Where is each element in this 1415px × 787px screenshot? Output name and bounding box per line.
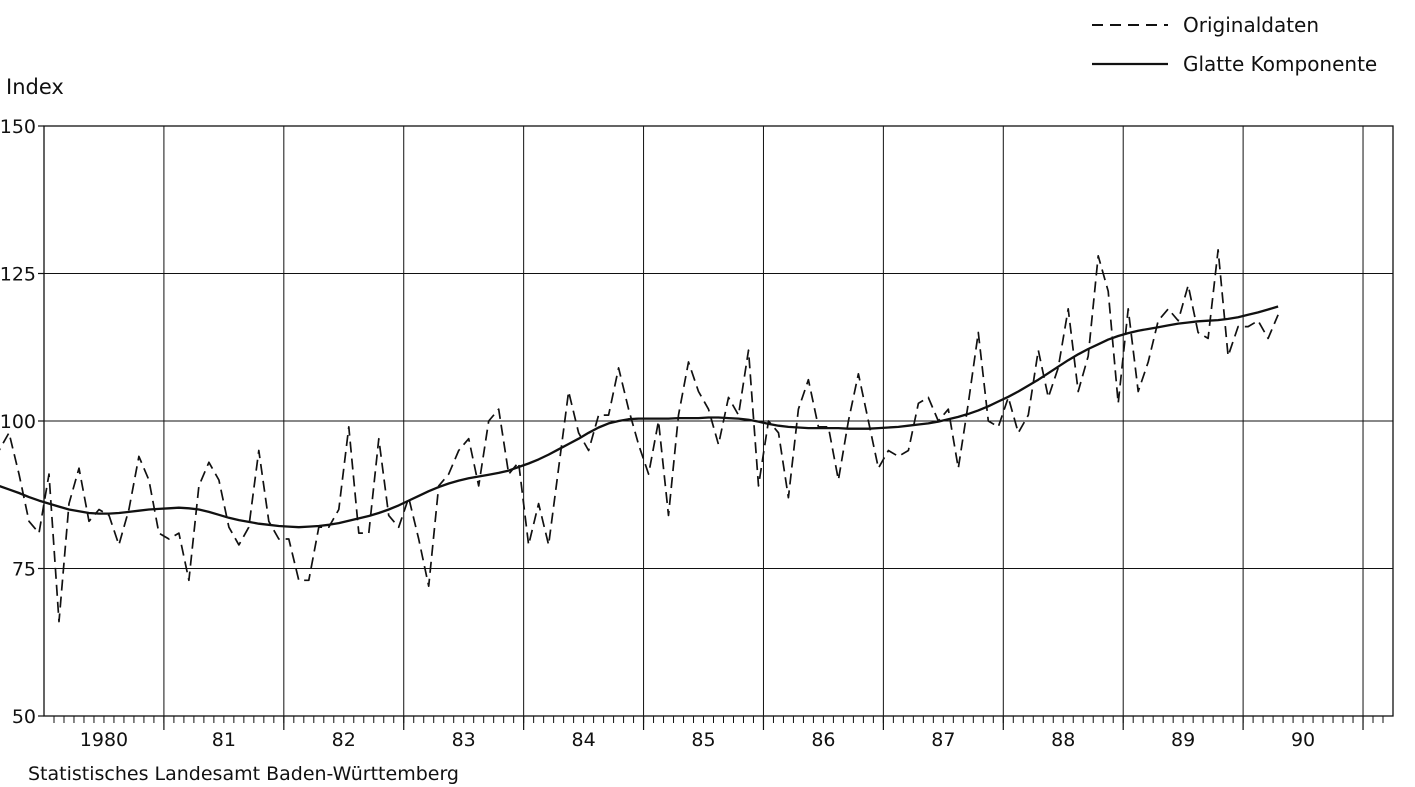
- series-line-originaldaten: [0, 249, 1279, 623]
- x-tick-label: 85: [691, 729, 715, 751]
- x-tick-label: 1980: [80, 729, 128, 751]
- x-axis: 1980 81 82 83 84 85 86 87 88 89 90: [53, 716, 1384, 751]
- y-axis-label: Index: [6, 75, 64, 99]
- series-line-glatte-komponente: [0, 305, 1279, 529]
- x-tick-label: 83: [452, 729, 476, 751]
- x-tick-label: 86: [811, 729, 835, 751]
- x-tick-label: 84: [572, 729, 596, 751]
- source-footer: Statistisches Landesamt Baden-Württember…: [28, 763, 459, 785]
- legend: Originaldaten Glatte Komponente: [1092, 13, 1377, 76]
- grid-lines: [44, 126, 1393, 716]
- series-lines: [0, 249, 1279, 623]
- x-tick-label: 89: [1171, 729, 1195, 751]
- x-tick-label: 90: [1291, 729, 1315, 751]
- legend-label-glatte-komponente: Glatte Komponente: [1183, 52, 1377, 76]
- y-tick-label: 100: [0, 411, 36, 433]
- x-tick-label: 82: [332, 729, 356, 751]
- y-tick-label: 50: [12, 706, 36, 728]
- x-tick-label: 88: [1051, 729, 1075, 751]
- x-tick-label: 87: [931, 729, 955, 751]
- x-tick-label: 81: [212, 729, 236, 751]
- y-tick-label: 75: [12, 559, 36, 581]
- y-tick-label: 125: [0, 264, 36, 286]
- legend-label-originaldaten: Originaldaten: [1183, 13, 1319, 37]
- y-tick-label: 150: [0, 116, 36, 138]
- y-axis: 50 75 100 125 150: [0, 116, 44, 728]
